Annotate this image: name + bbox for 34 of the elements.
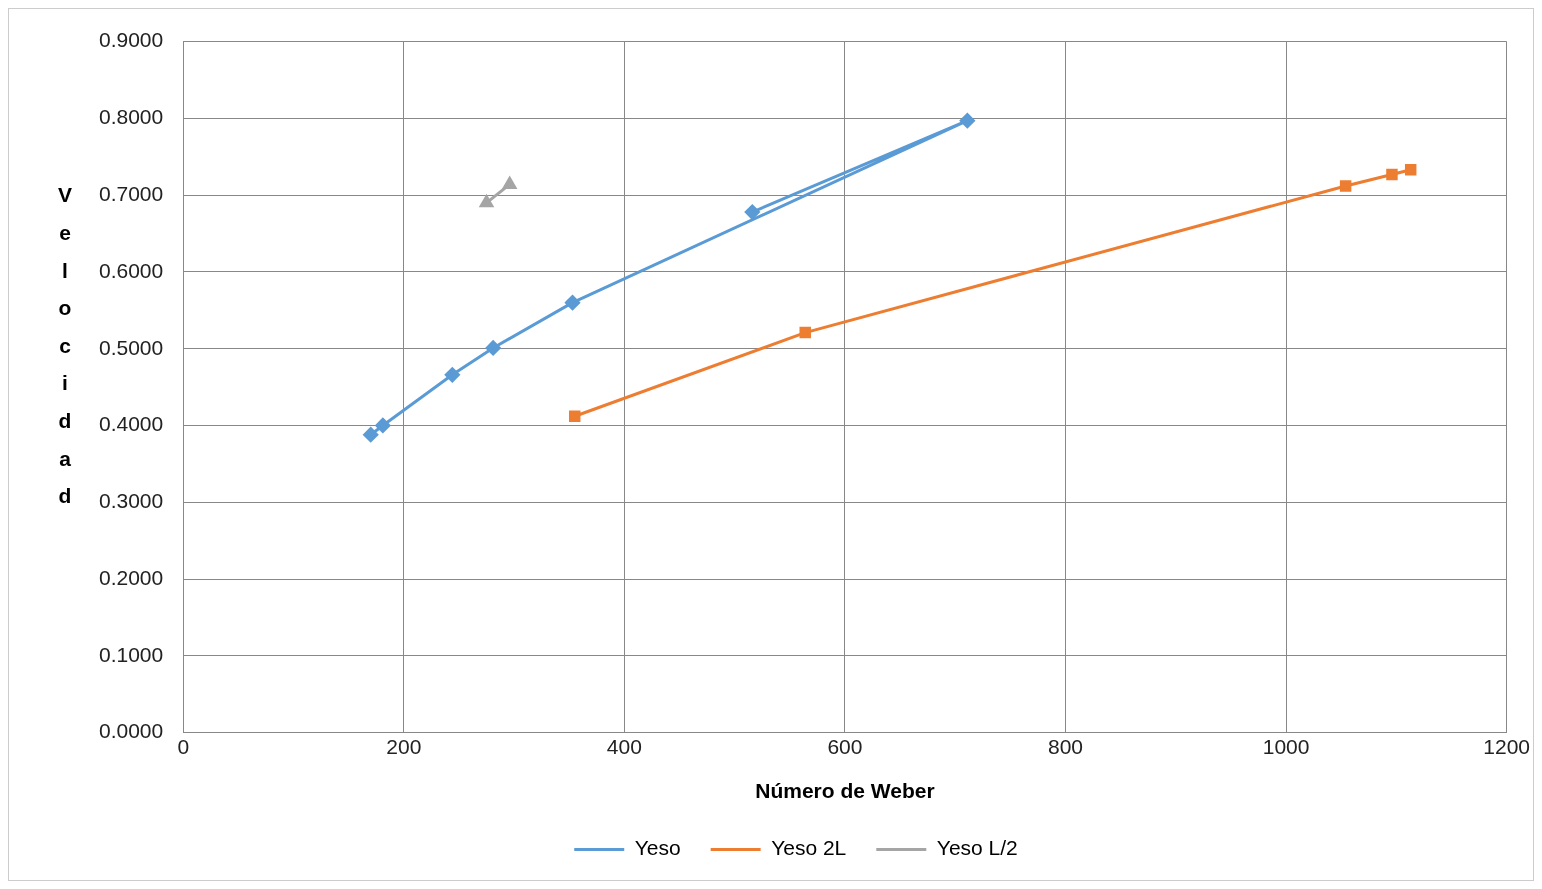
y-tick-label: 0.5000 (99, 335, 164, 359)
point (1404, 164, 1417, 176)
y-tick-label: 0.2000 (99, 565, 164, 589)
y-tick-label: 0.6000 (99, 258, 164, 282)
x-axis-title: Número de Weber (755, 779, 935, 803)
x-tick-label: 1200 (1483, 735, 1530, 758)
point (744, 204, 760, 220)
y-tick-label: 0.4000 (99, 412, 164, 436)
x-tick-label: 800 (1047, 735, 1084, 758)
point (444, 367, 460, 383)
y-tick-label: 0.1000 (99, 642, 164, 666)
point (799, 326, 811, 339)
point (485, 340, 501, 356)
point (569, 410, 581, 423)
x-tick-label: 0 (177, 735, 190, 758)
legend-label: Yeso L/2 (936, 836, 1018, 860)
y-tick-label: 0.8000 (99, 105, 164, 129)
y-tick-label: 0.3000 (99, 489, 164, 513)
legend-label: Yeso (634, 836, 681, 860)
x-tick-label: 1000 (1262, 735, 1310, 758)
point (1339, 180, 1352, 192)
point (363, 427, 379, 443)
text: Velocidad (57, 183, 73, 508)
y-tick-label: 0.9000 (99, 28, 164, 52)
point (1386, 168, 1398, 181)
point (565, 295, 581, 311)
point (375, 417, 391, 433)
x-tick-label: 400 (606, 735, 642, 758)
x-tick-label: 200 (386, 735, 422, 758)
y-tick-label: 0.0000 (99, 719, 164, 743)
point (959, 113, 975, 129)
legend-label: Yeso 2L (771, 836, 847, 860)
y-tick-label: 0.7000 (99, 181, 164, 205)
x-tick-label: 600 (827, 735, 863, 758)
